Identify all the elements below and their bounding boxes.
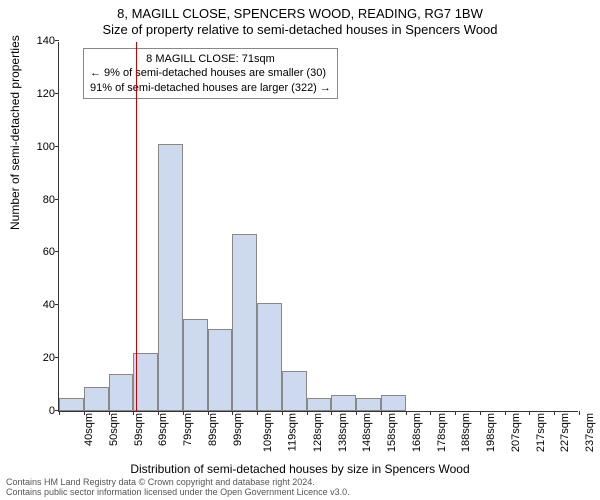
y-tick-label: 20 [25, 352, 55, 364]
y-tick-label: 60 [25, 246, 55, 258]
x-tick-mark [59, 411, 60, 415]
x-tick-mark [505, 411, 506, 415]
x-tick-mark [529, 411, 530, 415]
histogram-bar [208, 329, 233, 411]
x-tick-mark [232, 411, 233, 415]
annotation-line: 91% of semi-detached houses are larger (… [90, 81, 331, 95]
y-tick-mark [55, 199, 59, 200]
footer-attribution: Contains HM Land Registry data © Crown c… [6, 478, 350, 498]
reference-line [136, 42, 137, 411]
x-tick-label: 148sqm [362, 413, 374, 452]
x-tick-label: 119sqm [286, 413, 298, 451]
x-tick-label: 207sqm [510, 413, 522, 452]
y-tick-label: 80 [25, 194, 55, 206]
footer-line: Contains public sector information licen… [6, 488, 350, 498]
y-axis-label: Number of semi-detached properties [8, 35, 22, 230]
x-tick-mark [406, 411, 407, 415]
x-tick-label: 89sqm [207, 413, 219, 446]
y-tick-mark [55, 146, 59, 147]
x-tick-mark [257, 411, 258, 415]
histogram-bar [158, 144, 183, 411]
histogram-bar [183, 319, 208, 412]
x-tick-label: 79sqm [182, 413, 194, 446]
x-tick-mark [183, 411, 184, 415]
x-tick-mark [554, 411, 555, 415]
y-tick-label: 120 [25, 88, 55, 100]
x-tick-mark [579, 411, 580, 415]
x-tick-label: 227sqm [560, 413, 572, 452]
x-tick-label: 217sqm [535, 413, 547, 452]
histogram-bar [282, 371, 307, 411]
x-tick-label: 188sqm [461, 413, 473, 452]
annotation-line: 8 MAGILL CLOSE: 71sqm [90, 52, 331, 66]
x-tick-mark [109, 411, 110, 415]
x-tick-mark [133, 411, 134, 415]
histogram-bar [133, 353, 158, 411]
x-axis-label: Distribution of semi-detached houses by … [0, 462, 600, 476]
histogram-bar [381, 395, 406, 411]
y-tick-mark [55, 357, 59, 358]
chart-area: 8 MAGILL CLOSE: 71sqm ← 9% of semi-detac… [58, 42, 578, 412]
x-tick-label: 99sqm [232, 413, 244, 446]
x-tick-label: 138sqm [337, 413, 349, 452]
annotation-line: ← 9% of semi-detached houses are smaller… [90, 66, 331, 80]
x-tick-label: 50sqm [108, 413, 120, 446]
y-tick-label: 0 [25, 405, 55, 417]
chart-title-main: 8, MAGILL CLOSE, SPENCERS WOOD, READING,… [0, 0, 600, 21]
histogram-bar [307, 398, 332, 411]
y-tick-label: 40 [25, 299, 55, 311]
plot-region: 8 MAGILL CLOSE: 71sqm ← 9% of semi-detac… [58, 42, 578, 412]
x-tick-mark [381, 411, 382, 415]
x-tick-mark [455, 411, 456, 415]
x-tick-label: 128sqm [312, 413, 324, 452]
y-tick-mark [55, 304, 59, 305]
x-tick-mark [430, 411, 431, 415]
x-tick-label: 59sqm [133, 413, 145, 446]
histogram-bar [84, 387, 109, 411]
chart-title-sub: Size of property relative to semi-detach… [0, 21, 600, 37]
annotation-box: 8 MAGILL CLOSE: 71sqm ← 9% of semi-detac… [83, 48, 338, 99]
histogram-bar [232, 234, 257, 411]
x-tick-label: 158sqm [386, 413, 398, 452]
x-tick-mark [158, 411, 159, 415]
y-tick-mark [55, 93, 59, 94]
x-tick-label: 237sqm [584, 413, 596, 452]
y-tick-mark [55, 251, 59, 252]
x-tick-label: 178sqm [436, 413, 448, 452]
x-tick-mark [307, 411, 308, 415]
x-tick-mark [331, 411, 332, 415]
x-tick-label: 69sqm [157, 413, 169, 446]
x-tick-label: 168sqm [411, 413, 423, 452]
y-tick-label: 100 [25, 141, 55, 153]
y-tick-label: 140 [25, 35, 55, 47]
histogram-bar [331, 395, 356, 411]
histogram-bar [257, 303, 282, 411]
x-tick-label: 198sqm [485, 413, 497, 452]
x-tick-mark [356, 411, 357, 415]
x-tick-mark [208, 411, 209, 415]
x-tick-label: 109sqm [262, 413, 274, 452]
x-tick-label: 40sqm [83, 413, 95, 446]
x-tick-mark [282, 411, 283, 415]
y-tick-mark [55, 40, 59, 41]
histogram-bar [59, 398, 84, 411]
x-tick-mark [480, 411, 481, 415]
histogram-bar [356, 398, 381, 411]
x-tick-mark [84, 411, 85, 415]
histogram-bar [109, 374, 134, 411]
